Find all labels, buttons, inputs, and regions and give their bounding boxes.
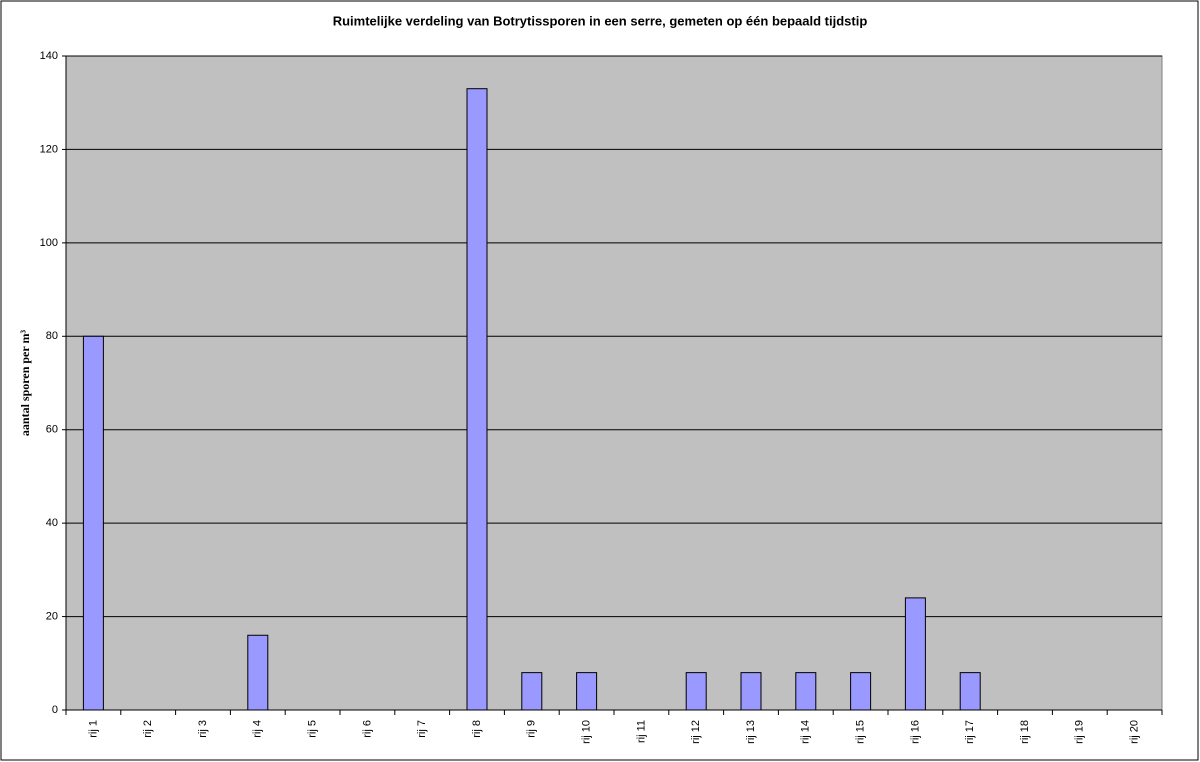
bar [576,672,598,711]
bar [247,634,269,711]
y-tick-label: 140 [40,50,58,62]
y-tick-label: 20 [46,610,58,622]
y-tick-label: 120 [40,143,58,155]
bar [850,672,872,711]
plot-area [65,55,1163,711]
y-tick-label: 100 [40,237,58,249]
y-tick-label: 80 [46,330,58,342]
bar [82,335,104,711]
x-tick-label: rij 7 [416,720,428,738]
y-tick-label: 0 [52,704,58,716]
y-tick-label: 60 [46,424,58,436]
x-tick-label: rij 6 [361,720,373,738]
x-tick-label: rij 14 [800,720,812,744]
bar [795,672,817,711]
chart-title: Ruimtelijke verdeling van Botrytissporen… [333,13,868,28]
bar [740,672,762,711]
x-tick-label: rij 4 [252,720,264,738]
x-tick-label: rij 12 [690,720,702,744]
x-tick-label: rij 2 [142,720,154,738]
y-tick-label: 40 [46,517,58,529]
x-tick-label: rij 3 [197,720,209,738]
x-tick-label: rij 13 [745,720,757,744]
x-tick-label: rij 9 [526,720,538,738]
y-axis-label: aantal sporen per m³ [18,330,32,437]
x-tick-label: rij 16 [909,720,921,744]
bar [904,597,926,711]
x-tick-label: rij 5 [307,720,319,738]
x-tick-label: rij 18 [1019,720,1031,744]
bar [685,672,707,711]
x-tick-label: rij 1 [87,720,99,738]
x-tick-label: rij 19 [1074,720,1086,744]
bar [466,88,488,711]
x-tick-label: rij 11 [635,720,647,743]
bar [959,672,981,711]
x-tick-label: rij 10 [581,720,593,744]
bar [521,672,543,711]
x-tick-label: rij 8 [471,720,483,738]
x-tick-label: rij 17 [964,720,976,744]
x-tick-label: rij 15 [855,720,867,744]
x-tick-label: rij 20 [1129,720,1141,744]
